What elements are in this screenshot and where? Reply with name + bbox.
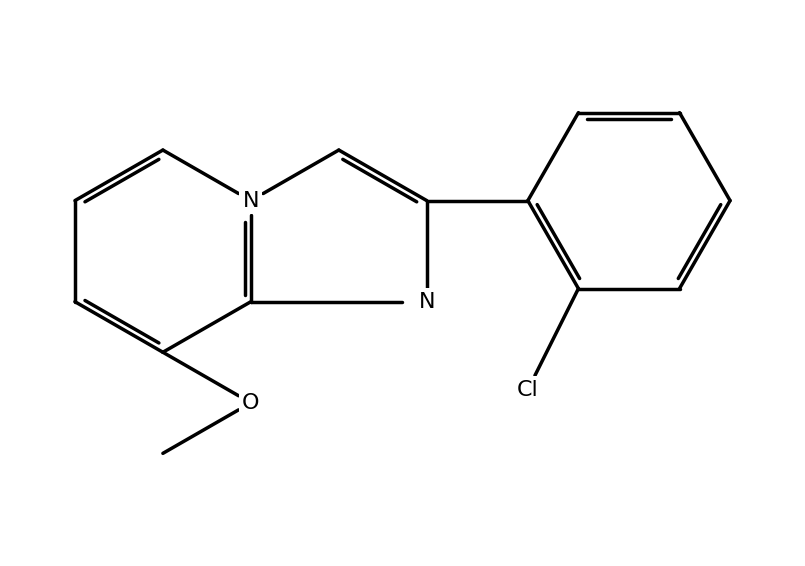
Text: Cl: Cl [517, 380, 539, 400]
Text: O: O [242, 393, 259, 413]
Text: N: N [419, 291, 435, 312]
Text: N: N [242, 191, 259, 211]
